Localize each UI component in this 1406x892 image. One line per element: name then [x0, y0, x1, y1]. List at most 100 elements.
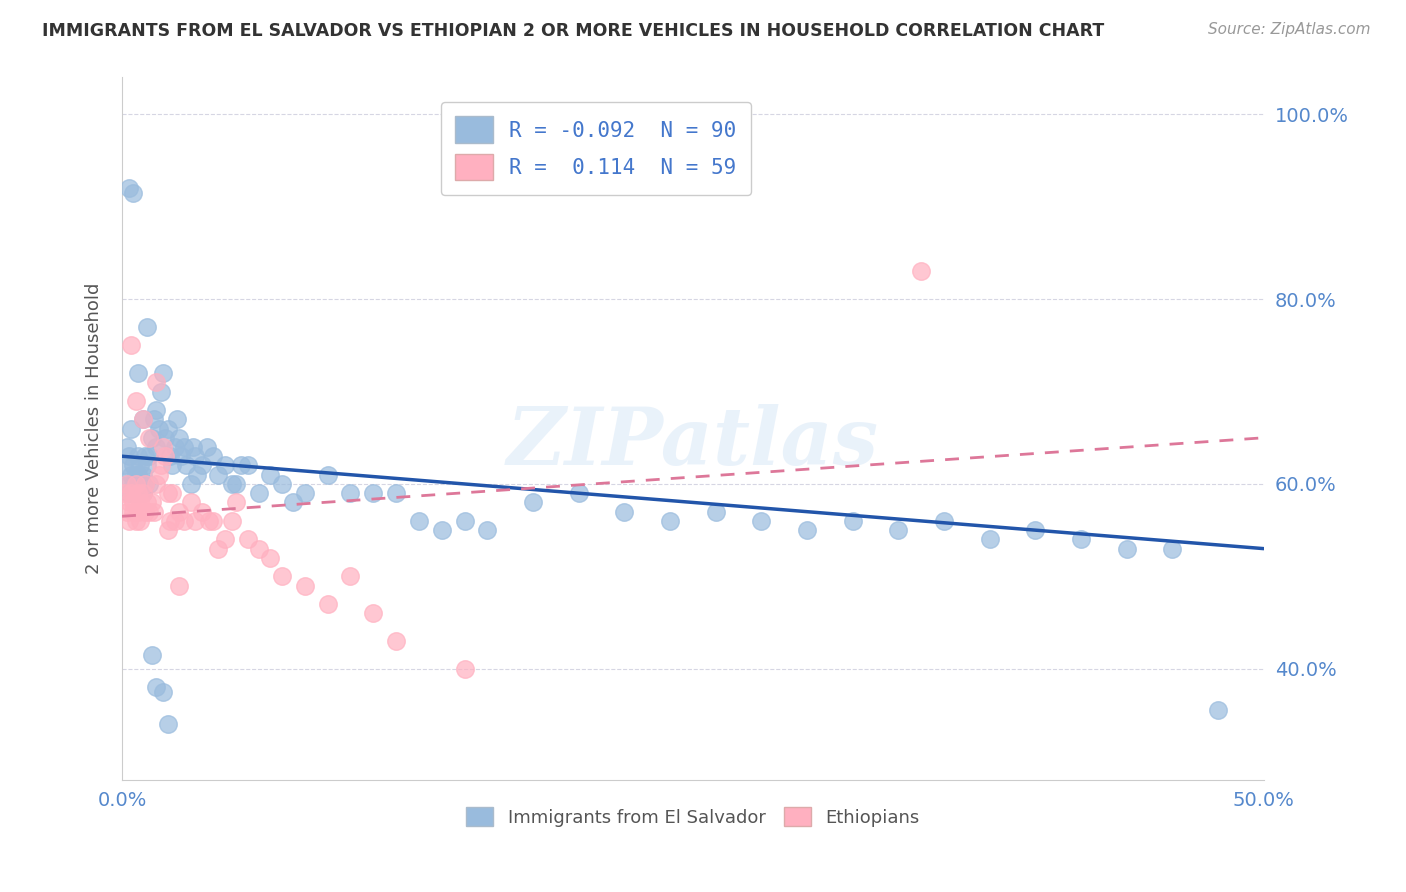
Point: [120, 421, 142, 435]
Point: [127, 486, 149, 500]
Point: [138, 477, 160, 491]
Point: [225, 495, 247, 509]
Point: [156, 717, 179, 731]
Point: [120, 467, 142, 482]
Point: [129, 477, 152, 491]
Point: [118, 495, 141, 509]
Point: [195, 440, 218, 454]
Point: [159, 514, 181, 528]
Point: [152, 440, 174, 454]
Point: [207, 541, 229, 556]
Point: [122, 505, 145, 519]
Point: [156, 421, 179, 435]
Point: [155, 431, 177, 445]
Point: [283, 495, 305, 509]
Point: [316, 467, 339, 482]
Point: [141, 431, 163, 445]
Point: [1161, 541, 1184, 556]
Point: [453, 662, 475, 676]
Point: [136, 495, 159, 509]
Point: [751, 514, 773, 528]
Point: [141, 648, 163, 662]
Point: [131, 486, 153, 500]
Point: [143, 412, 166, 426]
Point: [155, 449, 177, 463]
Point: [134, 449, 156, 463]
Point: [259, 467, 281, 482]
Legend: Immigrants from El Salvador, Ethiopians: Immigrants from El Salvador, Ethiopians: [458, 800, 927, 834]
Point: [174, 458, 197, 473]
Point: [127, 505, 149, 519]
Point: [136, 458, 159, 473]
Point: [115, 505, 138, 519]
Point: [207, 467, 229, 482]
Point: [339, 486, 361, 500]
Point: [129, 495, 152, 509]
Point: [259, 550, 281, 565]
Point: [979, 533, 1001, 547]
Point: [361, 607, 384, 621]
Point: [138, 505, 160, 519]
Point: [127, 366, 149, 380]
Point: [1206, 703, 1229, 717]
Point: [221, 514, 243, 528]
Point: [112, 486, 135, 500]
Point: [125, 393, 148, 408]
Point: [173, 440, 195, 454]
Point: [270, 477, 292, 491]
Point: [214, 458, 236, 473]
Point: [122, 458, 145, 473]
Point: [125, 514, 148, 528]
Point: [120, 486, 142, 500]
Point: [118, 181, 141, 195]
Point: [145, 376, 167, 390]
Point: [173, 514, 195, 528]
Point: [294, 578, 316, 592]
Point: [1024, 523, 1046, 537]
Point: [131, 412, 153, 426]
Point: [186, 467, 208, 482]
Point: [115, 440, 138, 454]
Text: Source: ZipAtlas.com: Source: ZipAtlas.com: [1208, 22, 1371, 37]
Point: [932, 514, 955, 528]
Point: [112, 458, 135, 473]
Point: [214, 533, 236, 547]
Point: [156, 523, 179, 537]
Point: [184, 514, 207, 528]
Point: [156, 486, 179, 500]
Point: [910, 264, 932, 278]
Point: [162, 486, 184, 500]
Point: [131, 467, 153, 482]
Point: [134, 477, 156, 491]
Point: [148, 421, 170, 435]
Point: [225, 477, 247, 491]
Point: [180, 477, 202, 491]
Point: [191, 505, 214, 519]
Point: [162, 458, 184, 473]
Point: [149, 458, 172, 473]
Point: [167, 505, 190, 519]
Text: ZIPatlas: ZIPatlas: [506, 404, 879, 482]
Point: [129, 458, 152, 473]
Point: [125, 467, 148, 482]
Point: [143, 505, 166, 519]
Point: [659, 514, 682, 528]
Point: [294, 486, 316, 500]
Y-axis label: 2 or more Vehicles in Household: 2 or more Vehicles in Household: [86, 283, 103, 574]
Point: [127, 467, 149, 482]
Point: [163, 514, 186, 528]
Point: [841, 514, 863, 528]
Point: [613, 505, 636, 519]
Point: [796, 523, 818, 537]
Point: [148, 467, 170, 482]
Point: [270, 569, 292, 583]
Point: [221, 477, 243, 491]
Point: [152, 366, 174, 380]
Point: [408, 514, 430, 528]
Point: [339, 569, 361, 583]
Point: [247, 486, 270, 500]
Point: [385, 486, 408, 500]
Point: [181, 440, 204, 454]
Point: [166, 412, 188, 426]
Point: [159, 449, 181, 463]
